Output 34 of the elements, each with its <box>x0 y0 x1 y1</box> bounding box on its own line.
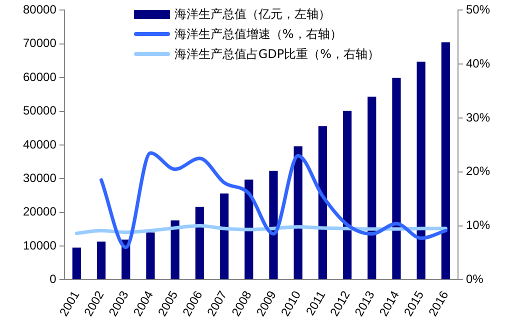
bar <box>146 232 155 280</box>
y2-tick-label: 20% <box>466 164 490 178</box>
bar <box>170 220 180 280</box>
bar <box>342 110 352 280</box>
legend-label: 海洋生产总值（亿元，左轴） <box>174 6 330 24</box>
y2-tick-label: 10% <box>466 218 490 232</box>
legend-label: 海洋生产总值占GDP比重（%，右轴） <box>174 46 380 64</box>
y-tick-label: 70000 <box>22 36 57 50</box>
bar <box>72 248 81 280</box>
bar <box>318 126 327 280</box>
y-tick-label: 10000 <box>22 238 57 252</box>
line-series <box>74 224 448 236</box>
bar <box>392 78 401 280</box>
y-tick-label: 20000 <box>22 204 57 219</box>
bar <box>195 206 204 280</box>
bar <box>294 146 302 280</box>
bar <box>220 193 229 280</box>
y-tick-label: 40000 <box>22 137 57 152</box>
y-tick-label: 80000 <box>22 2 57 17</box>
bar <box>96 242 106 280</box>
y2-tick-label: 40% <box>466 56 490 70</box>
y-tick-label: 50000 <box>22 104 57 118</box>
y-tick-label: 60000 <box>22 70 57 84</box>
y-tick-label: 30000 <box>22 170 57 185</box>
y2-tick-label: 50% <box>466 2 490 17</box>
y2-tick-label: 0% <box>466 272 484 286</box>
bar <box>441 42 450 280</box>
bar <box>368 96 376 280</box>
y2-tick-label: 30% <box>466 110 490 124</box>
y-tick-label: 0 <box>50 272 57 286</box>
line-series <box>100 151 448 250</box>
bar <box>416 62 426 280</box>
legend-label: 海洋生产总值增速（%，右轴） <box>174 26 342 44</box>
bar <box>269 170 278 280</box>
